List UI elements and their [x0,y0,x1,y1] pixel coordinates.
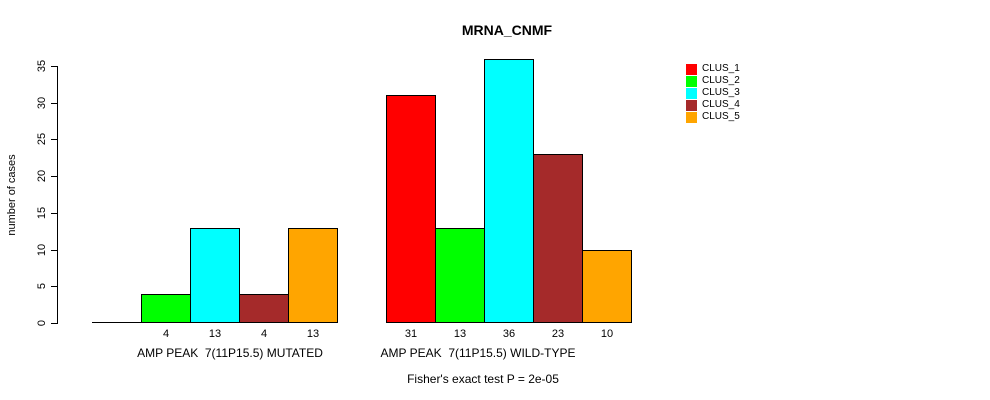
y-axis-title: number of cases [6,154,18,236]
bar [582,250,632,323]
bar-value-label: 36 [502,328,516,340]
bar [190,228,240,323]
y-tick-label: 35 [36,59,48,73]
bar [239,294,289,323]
y-axis-line [57,66,58,324]
chart-title: MRNA_CNMF [461,22,553,38]
legend-swatch [686,64,697,75]
bar [288,228,338,323]
y-tick [51,323,57,324]
bar-value-label: 23 [551,328,565,340]
y-tick-label: 15 [36,206,48,219]
bar [92,322,142,323]
bar-value-label: 13 [208,328,222,340]
legend-swatch [686,76,697,87]
y-tick [51,212,57,214]
y-tick [51,176,57,178]
bar-value-label: 31 [404,328,418,340]
legend-swatch [686,112,697,123]
y-tick [51,66,57,67]
legend-label: CLUS_4 [702,99,740,110]
bar [484,59,534,323]
y-tick-label: 10 [36,243,48,256]
y-tick-label: 20 [36,170,48,183]
category-label: AMP PEAK 7(11P15.5) WILD-TYPE [380,346,576,360]
bar [386,95,436,323]
bar-value-label: 4 [162,328,170,340]
bar [533,154,583,323]
legend-label: CLUS_1 [702,63,740,74]
fisher-test-footnote: Fisher's exact test P = 2e-05 [407,372,559,386]
legend-swatch [686,100,697,111]
legend-label: CLUS_3 [702,87,740,98]
y-tick-label: 25 [36,133,48,146]
legend-label: CLUS_2 [702,75,740,86]
y-tick [51,249,57,251]
y-tick-label: 5 [36,283,48,290]
y-tick-label: 0 [36,319,48,327]
bar-value-label: 4 [260,328,268,340]
y-tick [51,286,57,288]
y-tick [51,102,57,104]
y-tick-label: 30 [36,96,48,109]
y-tick [51,139,57,141]
bar [435,228,485,323]
legend-label: CLUS_5 [702,111,740,122]
category-label: AMP PEAK 7(11P15.5) MUTATED [137,346,323,360]
bar [141,294,191,323]
bar-value-label: 13 [306,328,320,340]
legend-swatch [686,88,697,99]
bar-value-label: 10 [600,328,614,340]
bar-value-label: 13 [453,328,467,340]
